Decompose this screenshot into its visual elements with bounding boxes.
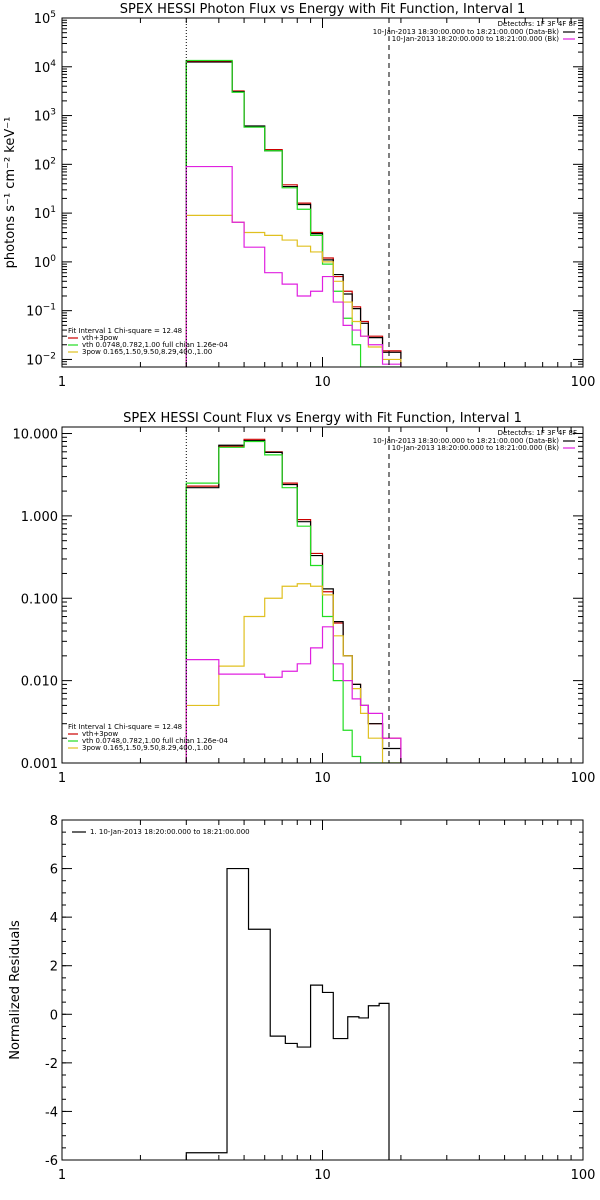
series-line-magenta (185, 165, 402, 367)
plot-frame (61, 17, 584, 368)
x-tick-label: 1 (58, 375, 66, 390)
x-tick-label: 100 (571, 375, 596, 390)
legend-entry: vth 0.0748,0.782,1.00 full chian 1.26e-0… (82, 341, 228, 349)
legend-entry: 3pow 0.165,1.50,9.50,8.29,400.,1.00 (82, 744, 212, 752)
y-tick-label: 104 (34, 59, 57, 76)
legend-entry: 10-Jan-2013 18:20:00.000 to 18:21:00.000… (392, 35, 560, 43)
legend-entry: vth 0.0748,0.782,1.00 full chian 1.26e-0… (82, 737, 228, 745)
series-line-yellow (185, 583, 401, 763)
y-tick-base: 10 (34, 12, 51, 27)
residuals-panel: 1 10 100 -6 -4 -2 0 2 4 6 8 Normalized Residuals 1. … (8, 814, 595, 1183)
series-line-green (185, 59, 401, 367)
series-line-green (185, 440, 401, 763)
y-tick-base: 10 (34, 110, 51, 125)
y-tick-label: 10−1 (26, 303, 56, 320)
y-tick-exponent: 2 (50, 156, 56, 166)
legend-entry: 10-Jan-2013 18:20:00.000 to 18:21:00.000… (392, 444, 560, 452)
y-tick-label: 6 (50, 863, 58, 878)
photon-flux-panel: SPEX HESSI Photon Flux vs Energy with Fi… (3, 2, 595, 390)
series-group (185, 867, 390, 1160)
legend-entry: 10-Jan-2013 18:30:00.000 to 18:21:00.000… (373, 437, 560, 445)
y-tick-label: 0.010 (21, 675, 58, 690)
legend-entry: 3pow 0.165,1.50,9.50,8.29,400.,1.00 (82, 348, 212, 356)
legend-entry: 1. 10-Jan-2013 18:20:00.000 to 18:21:00.… (90, 828, 250, 836)
count-flux-panel: SPEX HESSI Count Flux vs Energy with Fit… (13, 411, 596, 786)
y-tick-label: 8 (50, 814, 58, 829)
y-tick-label: 100 (34, 254, 57, 271)
y-tick-label: 101 (34, 205, 56, 222)
y-tick-exponent: 1 (50, 205, 56, 215)
y-tick-exponent: 3 (50, 108, 56, 118)
y-tick-label: -4 (45, 1105, 58, 1120)
y-tick-base: 10 (26, 305, 43, 320)
y-tick-exponent: −1 (43, 303, 56, 313)
series-group (185, 438, 402, 763)
legend-detectors: Detectors: 1F 3F 4F 8F (498, 20, 577, 28)
x-tick-label: 1 (58, 1168, 66, 1183)
y-tick-base: 10 (34, 158, 51, 173)
y-tick-label: 1.000 (21, 510, 58, 525)
y-tick-exponent: −2 (43, 351, 56, 361)
y-tick-label: 0 (50, 1008, 58, 1023)
x-tick-label: 100 (571, 771, 596, 786)
y-axis-label: Normalized Residuals (8, 920, 23, 1060)
legend-entry: vth+3pow (82, 730, 118, 738)
y-tick-exponent: 5 (50, 10, 56, 20)
y-tick-label: 0.100 (21, 592, 58, 607)
y-tick-label: -6 (45, 1154, 58, 1169)
series-line-magenta (185, 626, 402, 763)
y-tick-label: 105 (34, 10, 56, 27)
y-tick-exponent: 0 (50, 254, 56, 264)
legend-fit-header: Fit Interval 1 Chi-square = 12.48 (68, 723, 182, 731)
y-tick-label: -2 (45, 1057, 58, 1072)
y-tick-label: 102 (34, 156, 56, 173)
y-tick-label: 0.001 (21, 757, 58, 772)
legend-entry: 10-Jan-2013 18:30:00.000 to 18:21:00.000… (373, 28, 560, 36)
legend-entry: vth+3pow (82, 334, 118, 342)
y-tick-base: 10 (34, 61, 51, 76)
legend-detectors: Detectors: 1F 3F 4F 8F (498, 429, 577, 437)
y-tick-base: 10 (26, 353, 43, 368)
y-tick-base: 10 (34, 256, 51, 271)
series-group (185, 59, 402, 367)
legend-fit-header: Fit Interval 1 Chi-square = 12.48 (68, 327, 182, 335)
series-line-red (185, 60, 402, 367)
y-axis-label: photons s⁻¹ cm⁻² keV⁻¹ (3, 117, 18, 269)
y-tick-label: 10−2 (26, 351, 56, 368)
x-tick-label: 10 (314, 1168, 331, 1183)
chart-title: SPEX HESSI Count Flux vs Energy with Fit… (123, 411, 522, 426)
y-tick-label: 103 (34, 108, 56, 125)
y-tick-exponent: 4 (50, 59, 56, 69)
y-tick-label: 2 (50, 960, 58, 975)
x-tick-label: 1 (58, 771, 66, 786)
x-tick-label: 10 (314, 375, 331, 390)
y-tick-label: 4 (50, 911, 58, 926)
x-tick-label: 10 (314, 771, 331, 786)
y-tick-base: 10 (34, 207, 51, 222)
series-line-black (185, 867, 390, 1160)
y-tick-label: 10.000 (13, 428, 59, 443)
x-tick-label: 100 (571, 1168, 596, 1183)
chart-title: SPEX HESSI Photon Flux vs Energy with Fi… (120, 2, 526, 17)
